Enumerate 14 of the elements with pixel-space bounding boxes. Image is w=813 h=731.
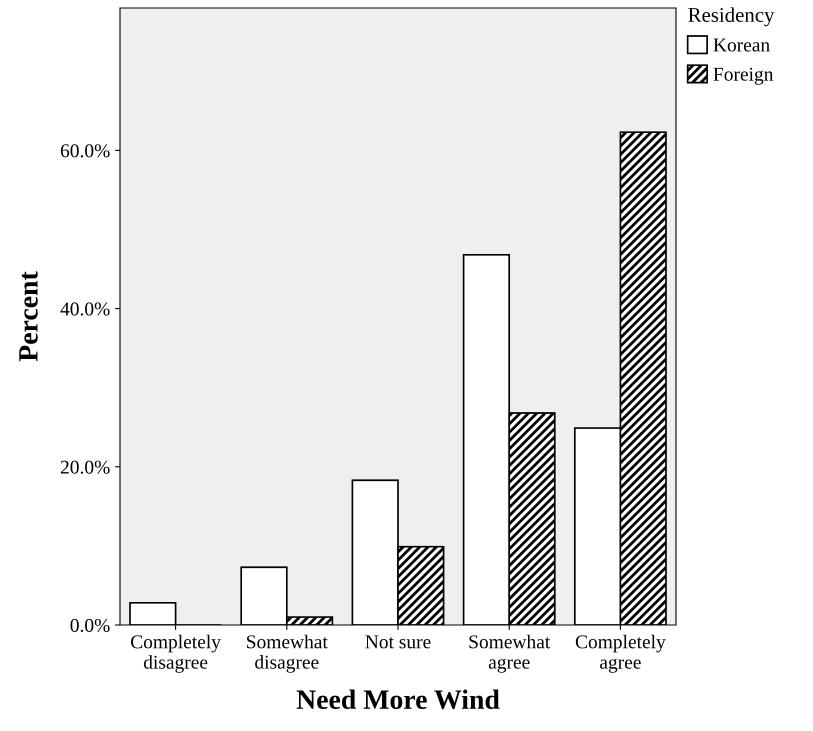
y-tick-label: 40.0% bbox=[60, 302, 110, 316]
y-tick-label: 0.0% bbox=[70, 618, 110, 632]
x-tick-label: Somewhat agree bbox=[469, 634, 550, 673]
y-tick-label: 60.0% bbox=[60, 144, 110, 158]
y-axis-title: Percent bbox=[19, 271, 38, 362]
legend-label: Foreign bbox=[714, 68, 774, 85]
x-axis-title: Need More Wind bbox=[296, 689, 500, 710]
x-tick-label: Somewhat disagree bbox=[247, 634, 328, 673]
x-tick-label: Not sure bbox=[365, 635, 431, 648]
legend-label: Korean bbox=[714, 38, 770, 52]
x-tick-label: Completely disagree bbox=[131, 634, 221, 673]
x-tick-label: Completely agree bbox=[576, 634, 666, 673]
y-tick-label: 20.0% bbox=[60, 460, 110, 474]
legend-title: Residency bbox=[688, 7, 774, 26]
